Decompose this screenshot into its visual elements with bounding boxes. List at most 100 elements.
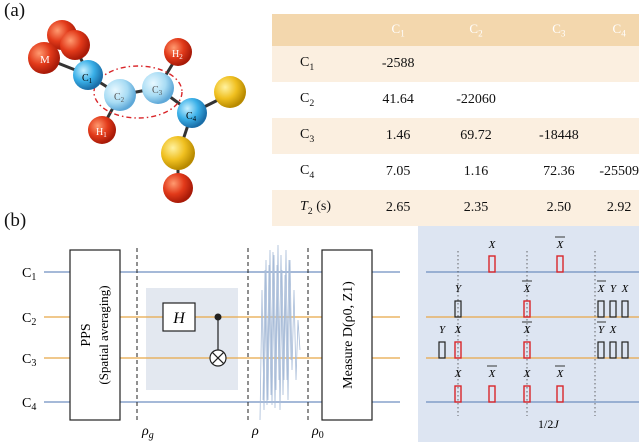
rho-label: ρ (251, 424, 259, 439)
coupling-table: C1 C2 C3 C4 C1 -2588 C2 41.64 -22060 C3 … (272, 14, 639, 226)
table-cell (599, 82, 639, 118)
atom-label-h1: H1 (96, 127, 107, 139)
table-cell: 2.65 (385, 200, 411, 215)
pulse-group-end-c2 (597, 300, 629, 318)
atom-label-c2: C2 (114, 92, 125, 104)
hadamard-label: H (172, 310, 186, 327)
carbon-atom-c2 (104, 79, 136, 111)
rho-g-label: ρg (141, 424, 154, 441)
measure-label: Measure D(ρ0, Z1) (341, 281, 356, 389)
table-row: C2 41.64 -22060 (272, 82, 639, 118)
row-label: C1 (300, 55, 315, 73)
svg-text:Y: Y (439, 324, 447, 336)
pulse-label-x: X (488, 239, 497, 251)
pulse-label-xbar: X (523, 283, 532, 295)
table-cell: 72.36 (543, 164, 575, 179)
table-cell (599, 46, 639, 82)
carbon-atom-c1 (73, 60, 103, 90)
table-header: C3 (552, 21, 566, 39)
pulse-y (438, 341, 446, 359)
row-label: C2 (300, 91, 315, 109)
metal-atom (28, 42, 60, 74)
molecule-diagram: M C1 C2 C3 H1 H2 C4 (28, 20, 246, 203)
quantum-circuit: C1 C2 C3 C4 PPS (Spatial averaging) H Me… (22, 244, 400, 441)
atom-label-c1: C1 (82, 73, 93, 85)
pulse-group-end-c3 (597, 341, 629, 359)
table-row: C1 -2588 (272, 46, 639, 82)
qubit-label-c2: C2 (22, 311, 36, 328)
table-cell (434, 46, 519, 82)
row-label: T2 (s) (300, 199, 331, 217)
pulse-label-y: Y (455, 283, 463, 295)
pulse-waveform (259, 244, 301, 421)
table-header-row: C1 C2 C3 C4 (272, 14, 639, 46)
atom-label-m: M (40, 54, 50, 66)
qubit-label-c1: C1 (22, 266, 36, 283)
table-cell: 2.92 (606, 200, 632, 215)
oxygen-atom (163, 173, 193, 203)
svg-text:X: X (523, 324, 532, 336)
table-cell: 2.50 (546, 200, 572, 215)
pulse-y (454, 300, 462, 318)
pulse-x (488, 255, 496, 273)
hydrogen-atom-h2 (164, 38, 192, 66)
hydrogen-atom-h1 (88, 116, 116, 144)
svg-text:X: X (454, 324, 463, 336)
table-cell: 1.46 (385, 128, 411, 143)
table-cell (518, 46, 599, 82)
table-header: C2 (469, 21, 483, 39)
svg-text:X: X (454, 368, 463, 380)
pulse-xbar (523, 341, 531, 359)
pps-sublabel: (Spatial averaging) (96, 285, 111, 384)
svg-text:X: X (488, 368, 497, 380)
pulse-xbar (556, 385, 564, 403)
panel-b-label: (b) (4, 210, 27, 231)
pulse-panel-bg (418, 226, 639, 442)
pulse-xbar (523, 300, 531, 318)
table-cell: 69.72 (460, 128, 492, 143)
panel-a-label: (a) (4, 0, 26, 21)
svg-text:X: X (556, 368, 565, 380)
pps-label: PPS (79, 323, 94, 346)
pps-box (69, 249, 121, 421)
carbon-atom-c3 (142, 72, 174, 104)
table-cell (599, 118, 639, 154)
rho0-label: ρ0 (311, 424, 324, 441)
table-row: C3 1.46 69.72 -18448 (272, 118, 639, 154)
svg-text:Y: Y (610, 283, 618, 295)
atom-label-c4: C4 (186, 111, 197, 123)
table-cell: 7.05 (385, 164, 411, 179)
svg-text:X: X (523, 368, 532, 380)
hadamard-gate (162, 302, 196, 332)
table-cell: 1.16 (463, 164, 489, 179)
table-header: C4 (612, 21, 626, 39)
oxygen-atom (60, 30, 90, 60)
svg-text:X: X (609, 324, 618, 336)
table-cell: -22060 (456, 92, 496, 107)
pulse-xbar (556, 255, 564, 273)
sulfur-atom (161, 136, 195, 170)
table-row: T2 (s) 2.65 2.35 2.50 2.92 (272, 190, 639, 226)
sulfur-atom (214, 76, 246, 108)
table-cell: -25509 (599, 164, 639, 179)
control-dot (214, 313, 222, 321)
pulse-label-xbar: X (556, 239, 565, 251)
pulse-x (454, 341, 462, 359)
carbon-atom-c4 (177, 98, 207, 128)
qubit-label-c4: C4 (22, 396, 36, 413)
atom-label-h2: H2 (172, 49, 183, 61)
delay-label: 1/2J (538, 417, 559, 431)
table-row: C4 7.05 1.16 72.36 -25509 (272, 154, 639, 190)
pulse-x (454, 385, 462, 403)
table-cell: 2.35 (463, 200, 489, 215)
atom-label-c3: C3 (152, 85, 163, 97)
table-cell (518, 82, 599, 118)
qubit-label-c3: C3 (22, 352, 36, 369)
row-label: C3 (300, 127, 315, 145)
svg-text:X: X (621, 283, 630, 295)
table-cell: 41.64 (382, 92, 414, 107)
svg-text:X: X (597, 283, 606, 295)
svg-text:Y: Y (598, 324, 606, 336)
table-header: C1 (391, 21, 405, 39)
measure-box (321, 249, 373, 421)
